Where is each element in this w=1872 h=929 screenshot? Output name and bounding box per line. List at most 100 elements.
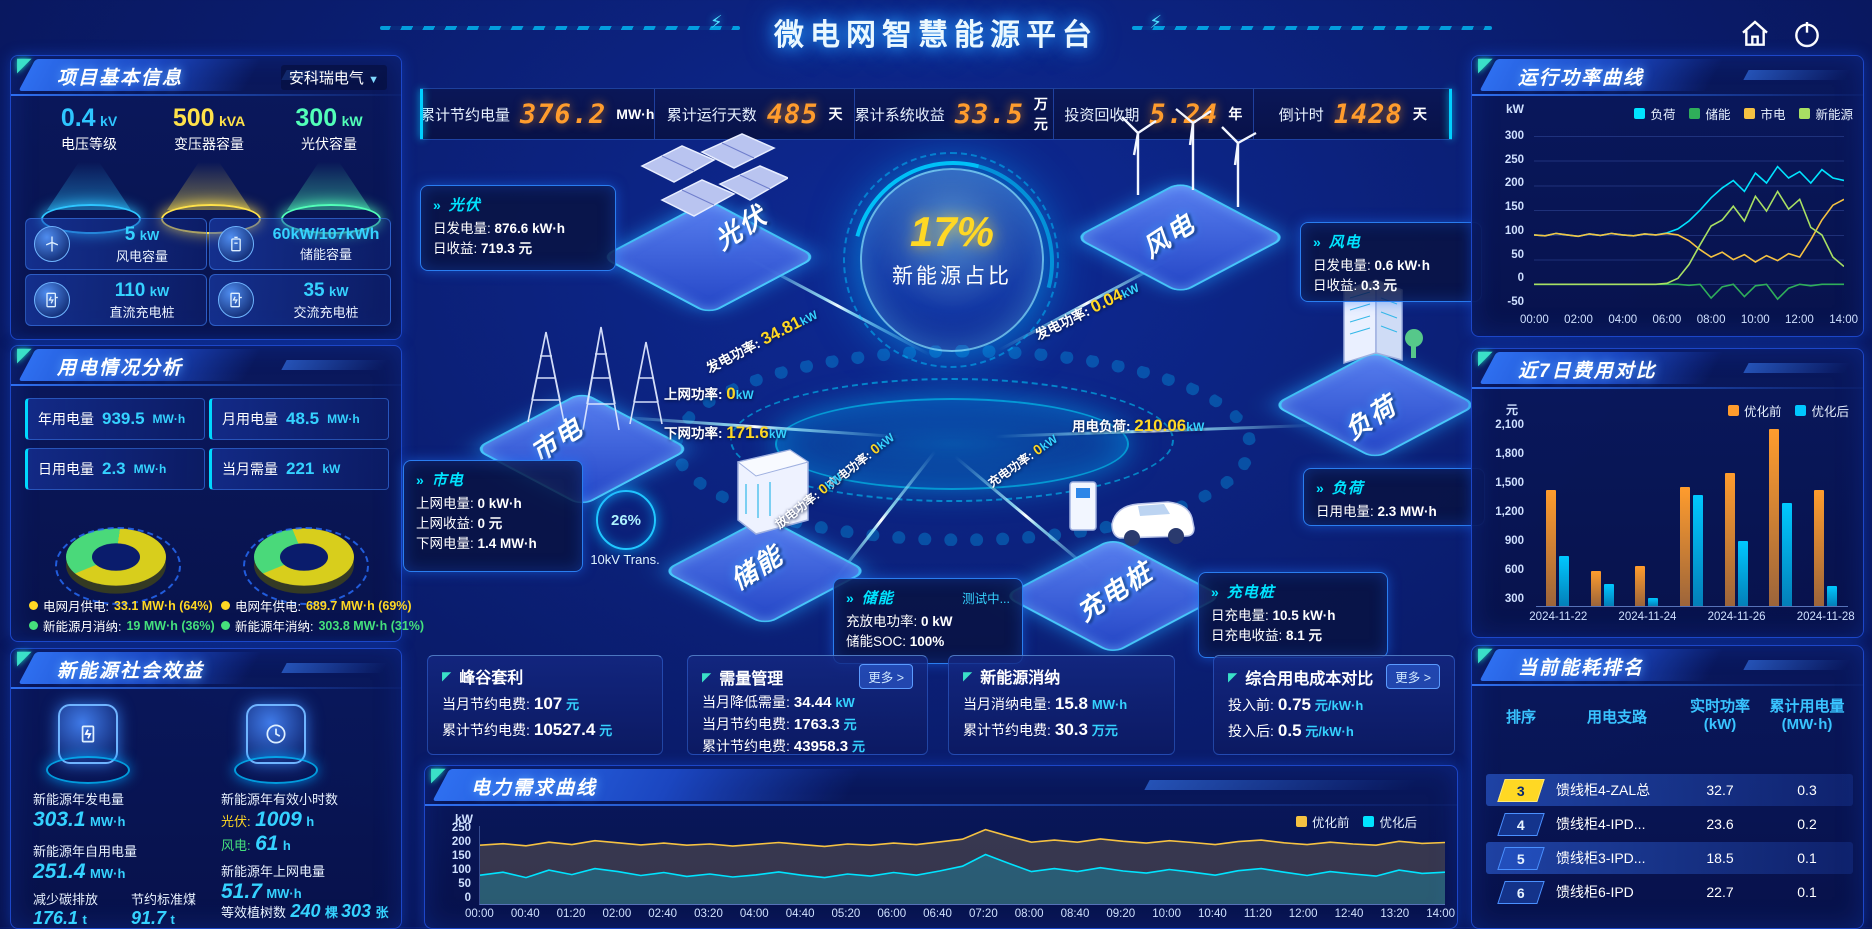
kpi-label: 累计运行天数 <box>666 106 757 124</box>
card-demand-management: ◤ 需量管理 更多 > 当月降低需量: 34.44 kW 当月节约电费: 1763.3… <box>687 655 928 755</box>
row-key: 投入前: <box>1228 697 1274 713</box>
benefit-unit: MW·h <box>90 814 126 829</box>
load-info-box: » 负荷 日用电量: 2.3 MW·h <box>1303 468 1485 526</box>
bar-优化前 <box>1546 490 1557 606</box>
legend-swatch <box>1795 405 1807 416</box>
more-button[interactable]: 更多 > <box>859 664 913 689</box>
y-axis-name: kW <box>455 812 473 826</box>
info-value: 10.5 kW·h <box>1272 608 1336 623</box>
panel-header: ◤ 项目基本信息 安科瑞电气 ▼ <box>11 55 401 96</box>
stat-unit: kW <box>322 462 341 476</box>
battery-container-icon <box>736 449 810 535</box>
power-icon[interactable] <box>1790 18 1824 50</box>
donut-month-supply <box>51 501 181 605</box>
y-axis-name: 元 <box>1506 403 1519 417</box>
bar-优化后 <box>1782 503 1793 606</box>
stat-unit: MW·h <box>152 412 186 426</box>
flow-value: 210.06 <box>1134 416 1187 435</box>
legend-item: 新能源月消纳: 19 MW·h (36%) <box>29 616 215 635</box>
header-band <box>1743 70 1851 80</box>
legend-item[interactable]: 优化前 <box>1295 812 1349 831</box>
benefit-label: 新能源年发电量 <box>33 792 125 807</box>
project-selector-dropdown[interactable]: 安科瑞电气 ▼ <box>280 65 387 90</box>
chevron-down-icon: ▼ <box>368 74 379 86</box>
home-icon[interactable] <box>1738 18 1772 50</box>
kpi-label: 累计节约电量 <box>420 106 511 124</box>
sub-value: 1009 <box>255 808 302 831</box>
pv-info-box: » 光伏 日发电量: 876.6 kW·h 日收益: 719.3 元 <box>420 185 616 271</box>
info-title: 光伏 <box>448 197 481 214</box>
info-value: 0 kW <box>921 614 953 629</box>
kpi-label: 倒计时 <box>1278 106 1324 124</box>
panel-header: ◤ 新能源社会效益 <box>11 648 401 689</box>
panel-title: 运行功率曲线 <box>1518 68 1645 89</box>
bar-优化后 <box>1603 583 1614 606</box>
row-unit: kW <box>835 695 855 710</box>
flow-grid-import: 下网功率: 171.6kW <box>664 422 787 443</box>
legend-item[interactable]: 优化后 <box>1363 812 1417 831</box>
info-value: 1.4 MW·h <box>477 536 537 551</box>
x-axis-ticks: 00:00 00:40 01:20 02:00 02:40 03:20 04:00 04:40… <box>465 908 1455 920</box>
chevron-right-icon: » <box>433 196 441 213</box>
info-key: 储能SOC: <box>846 634 907 649</box>
info-key: 日发电量: <box>433 221 491 236</box>
legend-item[interactable]: 新能源 <box>1799 104 1853 123</box>
info-key: 日用电量: <box>1316 504 1374 519</box>
pedestal-unit: kW <box>341 113 363 129</box>
benefit-unit: MW·h <box>266 886 302 901</box>
flow-unit: kW <box>735 388 754 402</box>
capacity-card-ac-charger: 35 kW 交流充电桩 <box>209 274 391 326</box>
card-label: 储能容量 <box>299 246 352 262</box>
legend-swatch <box>1689 108 1701 119</box>
rank-badge: 6 <box>1497 880 1545 904</box>
row-unit: 元/kW·h <box>1305 724 1354 739</box>
pedestal-transformer: 500 kVA 变压器容量 <box>149 104 269 234</box>
more-button[interactable]: 更多 > <box>1386 664 1440 689</box>
legend-item[interactable]: 储能 <box>1689 104 1730 123</box>
legend-item[interactable]: 负荷 <box>1634 104 1675 123</box>
row-unit: 元 <box>566 697 580 712</box>
legend-dot <box>29 621 38 630</box>
benefit-pedestal-hours <box>229 704 319 784</box>
legend-item[interactable]: 优化前 <box>1727 401 1781 420</box>
run-chart-plot <box>1533 136 1845 309</box>
col-rank: 排序 <box>1505 708 1536 726</box>
row-unit: 元/kW·h <box>1314 698 1364 713</box>
benefit-self-use: 新能源年自用电量 251.4 MW·h <box>33 841 137 884</box>
pedestal-base <box>46 756 130 784</box>
rank-badge: 3 <box>1497 778 1545 802</box>
ranking-row[interactable]: 6 馈线柜6-IPD 22.7 0.1 <box>1486 876 1853 908</box>
x-axis-ticks: 00:00 02:00 04:00 06:00 08:00 10:00 12:00 14:00 <box>1520 314 1858 326</box>
card-title: 新能源消纳 <box>980 670 1061 687</box>
ranking-row[interactable]: 5 馈线柜3-IPD... 18.5 0.1 <box>1486 842 1853 874</box>
stat-label: 当月需量 <box>222 461 278 477</box>
bar-优化前 <box>1724 473 1735 606</box>
power-value: 32.7 <box>1706 782 1734 798</box>
ranking-row[interactable]: 4 馈线柜4-IPD... 23.6 0.2 <box>1486 808 1853 840</box>
stat-unit: MW·h <box>327 412 360 426</box>
row-value: 10527.4 <box>533 720 596 739</box>
grid-info-box: » 市电 上网电量: 0 kW·h 上网收益: 0 元 下网电量: 1.4 MW·… <box>403 460 583 572</box>
info-key: 日发电量: <box>1313 258 1371 273</box>
legend-item: 电网年供电: 689.7 MW·h (69%) <box>221 596 412 615</box>
legend-item[interactable]: 市电 <box>1744 104 1785 123</box>
panel-social-benefit: ◤ 新能源社会效益 新能源年发电量 303.1 MW·h 新能源年自用电量 25… <box>10 648 402 929</box>
bar-优化前 <box>1680 487 1690 606</box>
ranking-row[interactable]: 3 馈线柜4-ZAL总 32.7 0.3 <box>1486 774 1853 806</box>
info-key: 日收益: <box>1313 278 1358 293</box>
info-key: 日收益: <box>433 241 478 256</box>
flow-grid-export: 上网功率: 0kW <box>664 383 754 404</box>
energy-value: 0.1 <box>1797 850 1817 866</box>
flow-label: 用电负荷: <box>1072 419 1131 434</box>
legend-item[interactable]: 优化后 <box>1795 401 1849 420</box>
info-value: 2.3 MW·h <box>1377 504 1437 519</box>
page-title: 微电网智慧能源平台 <box>774 19 1098 52</box>
corner-icon: ◤ <box>442 669 452 683</box>
row-key: 投入后: <box>1228 723 1274 739</box>
rank-badge: 5 <box>1497 846 1545 870</box>
panel-7day-cost: ◤ 近7日费用对比 优化前 优化后 元 2,100 1,800 1,500 1,200 9… <box>1471 348 1864 638</box>
card-value: 35 <box>303 279 325 301</box>
energy-value: 0.3 <box>1797 782 1817 798</box>
stat-value: 48.5 <box>286 409 320 428</box>
power-value: 18.5 <box>1706 850 1734 866</box>
